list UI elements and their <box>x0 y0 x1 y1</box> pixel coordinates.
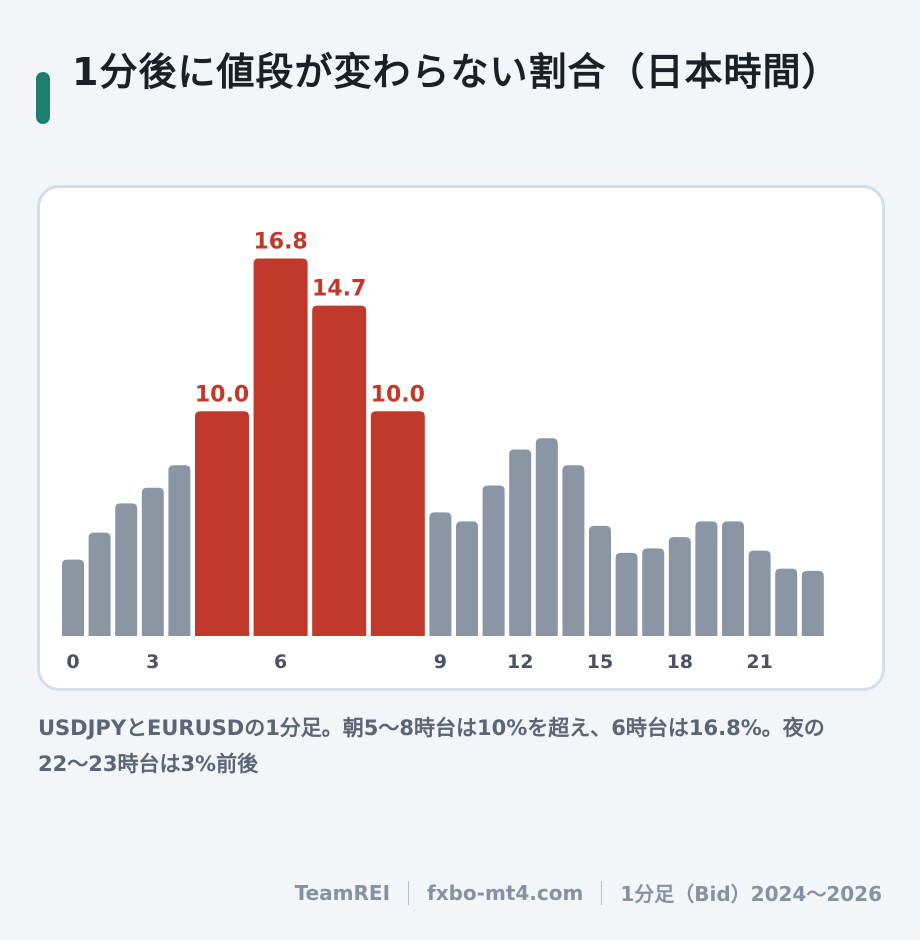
x-tick-label: 3 <box>146 651 159 673</box>
x-tick-label: 21 <box>746 651 772 673</box>
footer: TeamREI fxbo-mt4.com 1分足（Bid）2024〜2026 <box>295 878 882 907</box>
footer-divider <box>408 880 410 905</box>
bar-hour-0 <box>62 559 84 636</box>
x-tick-label: 18 <box>667 651 693 673</box>
bar-hour-21 <box>748 550 771 636</box>
bar-hour-17 <box>642 548 665 636</box>
bar-hour-4 <box>168 465 191 636</box>
bar-hour-13 <box>535 438 558 636</box>
bar-hour-7 <box>312 305 367 636</box>
bar-hour-15 <box>589 525 611 636</box>
x-tick-label: 6 <box>274 651 287 673</box>
bar-hour-11 <box>482 485 505 636</box>
data-label-hour-8: 10.0 <box>371 382 425 407</box>
bar-hour-23 <box>801 570 824 636</box>
page-title: 1分後に値段が変わらない割合（日本時間） <box>72 50 841 94</box>
bar-hour-6 <box>253 258 308 636</box>
data-label-hour-5: 10.0 <box>195 382 249 407</box>
bar-hour-18 <box>668 537 691 636</box>
bar-hour-10 <box>456 521 478 636</box>
bar-hour-20 <box>722 521 744 636</box>
title-accent-bar <box>36 72 50 124</box>
bar-hour-5 <box>195 411 249 636</box>
x-tick-label: 15 <box>587 651 613 673</box>
chart-card: 10.0 16.8 14.7 10.0 0 3 6 9 12 15 18 21 <box>37 185 885 691</box>
bar-hour-1 <box>88 532 111 636</box>
bar-hour-2 <box>115 503 138 636</box>
bar-hour-19 <box>695 521 718 636</box>
bar-hour-9 <box>429 512 452 636</box>
data-label-hour-6: 16.8 <box>253 229 307 254</box>
footer-site: fxbo-mt4.com <box>427 880 584 905</box>
bar-hour-8 <box>370 411 425 636</box>
footer-divider <box>601 880 603 905</box>
bar-hour-14 <box>562 465 585 636</box>
footer-brand: TeamREI <box>294 880 391 905</box>
x-tick-label: 9 <box>434 651 447 673</box>
bar-hour-22 <box>775 568 798 636</box>
footer-note: 1分足（Bid）2024〜2026 <box>620 882 882 906</box>
data-label-hour-7: 14.7 <box>312 277 366 302</box>
bar-hour-3 <box>141 487 164 636</box>
bar-hour-16 <box>615 552 638 636</box>
x-tick-label: 12 <box>507 651 533 673</box>
bar-chart: 10.0 16.814.7 10.0 0 3 6 9 12 15 18 21 <box>62 229 824 673</box>
chart-caption: USDJPYとEURUSDの1分足。朝5〜8時台は10%を超え、6時台は16.8… <box>38 716 825 776</box>
x-tick-label: 0 <box>66 651 79 673</box>
bar-hour-12 <box>509 449 532 636</box>
